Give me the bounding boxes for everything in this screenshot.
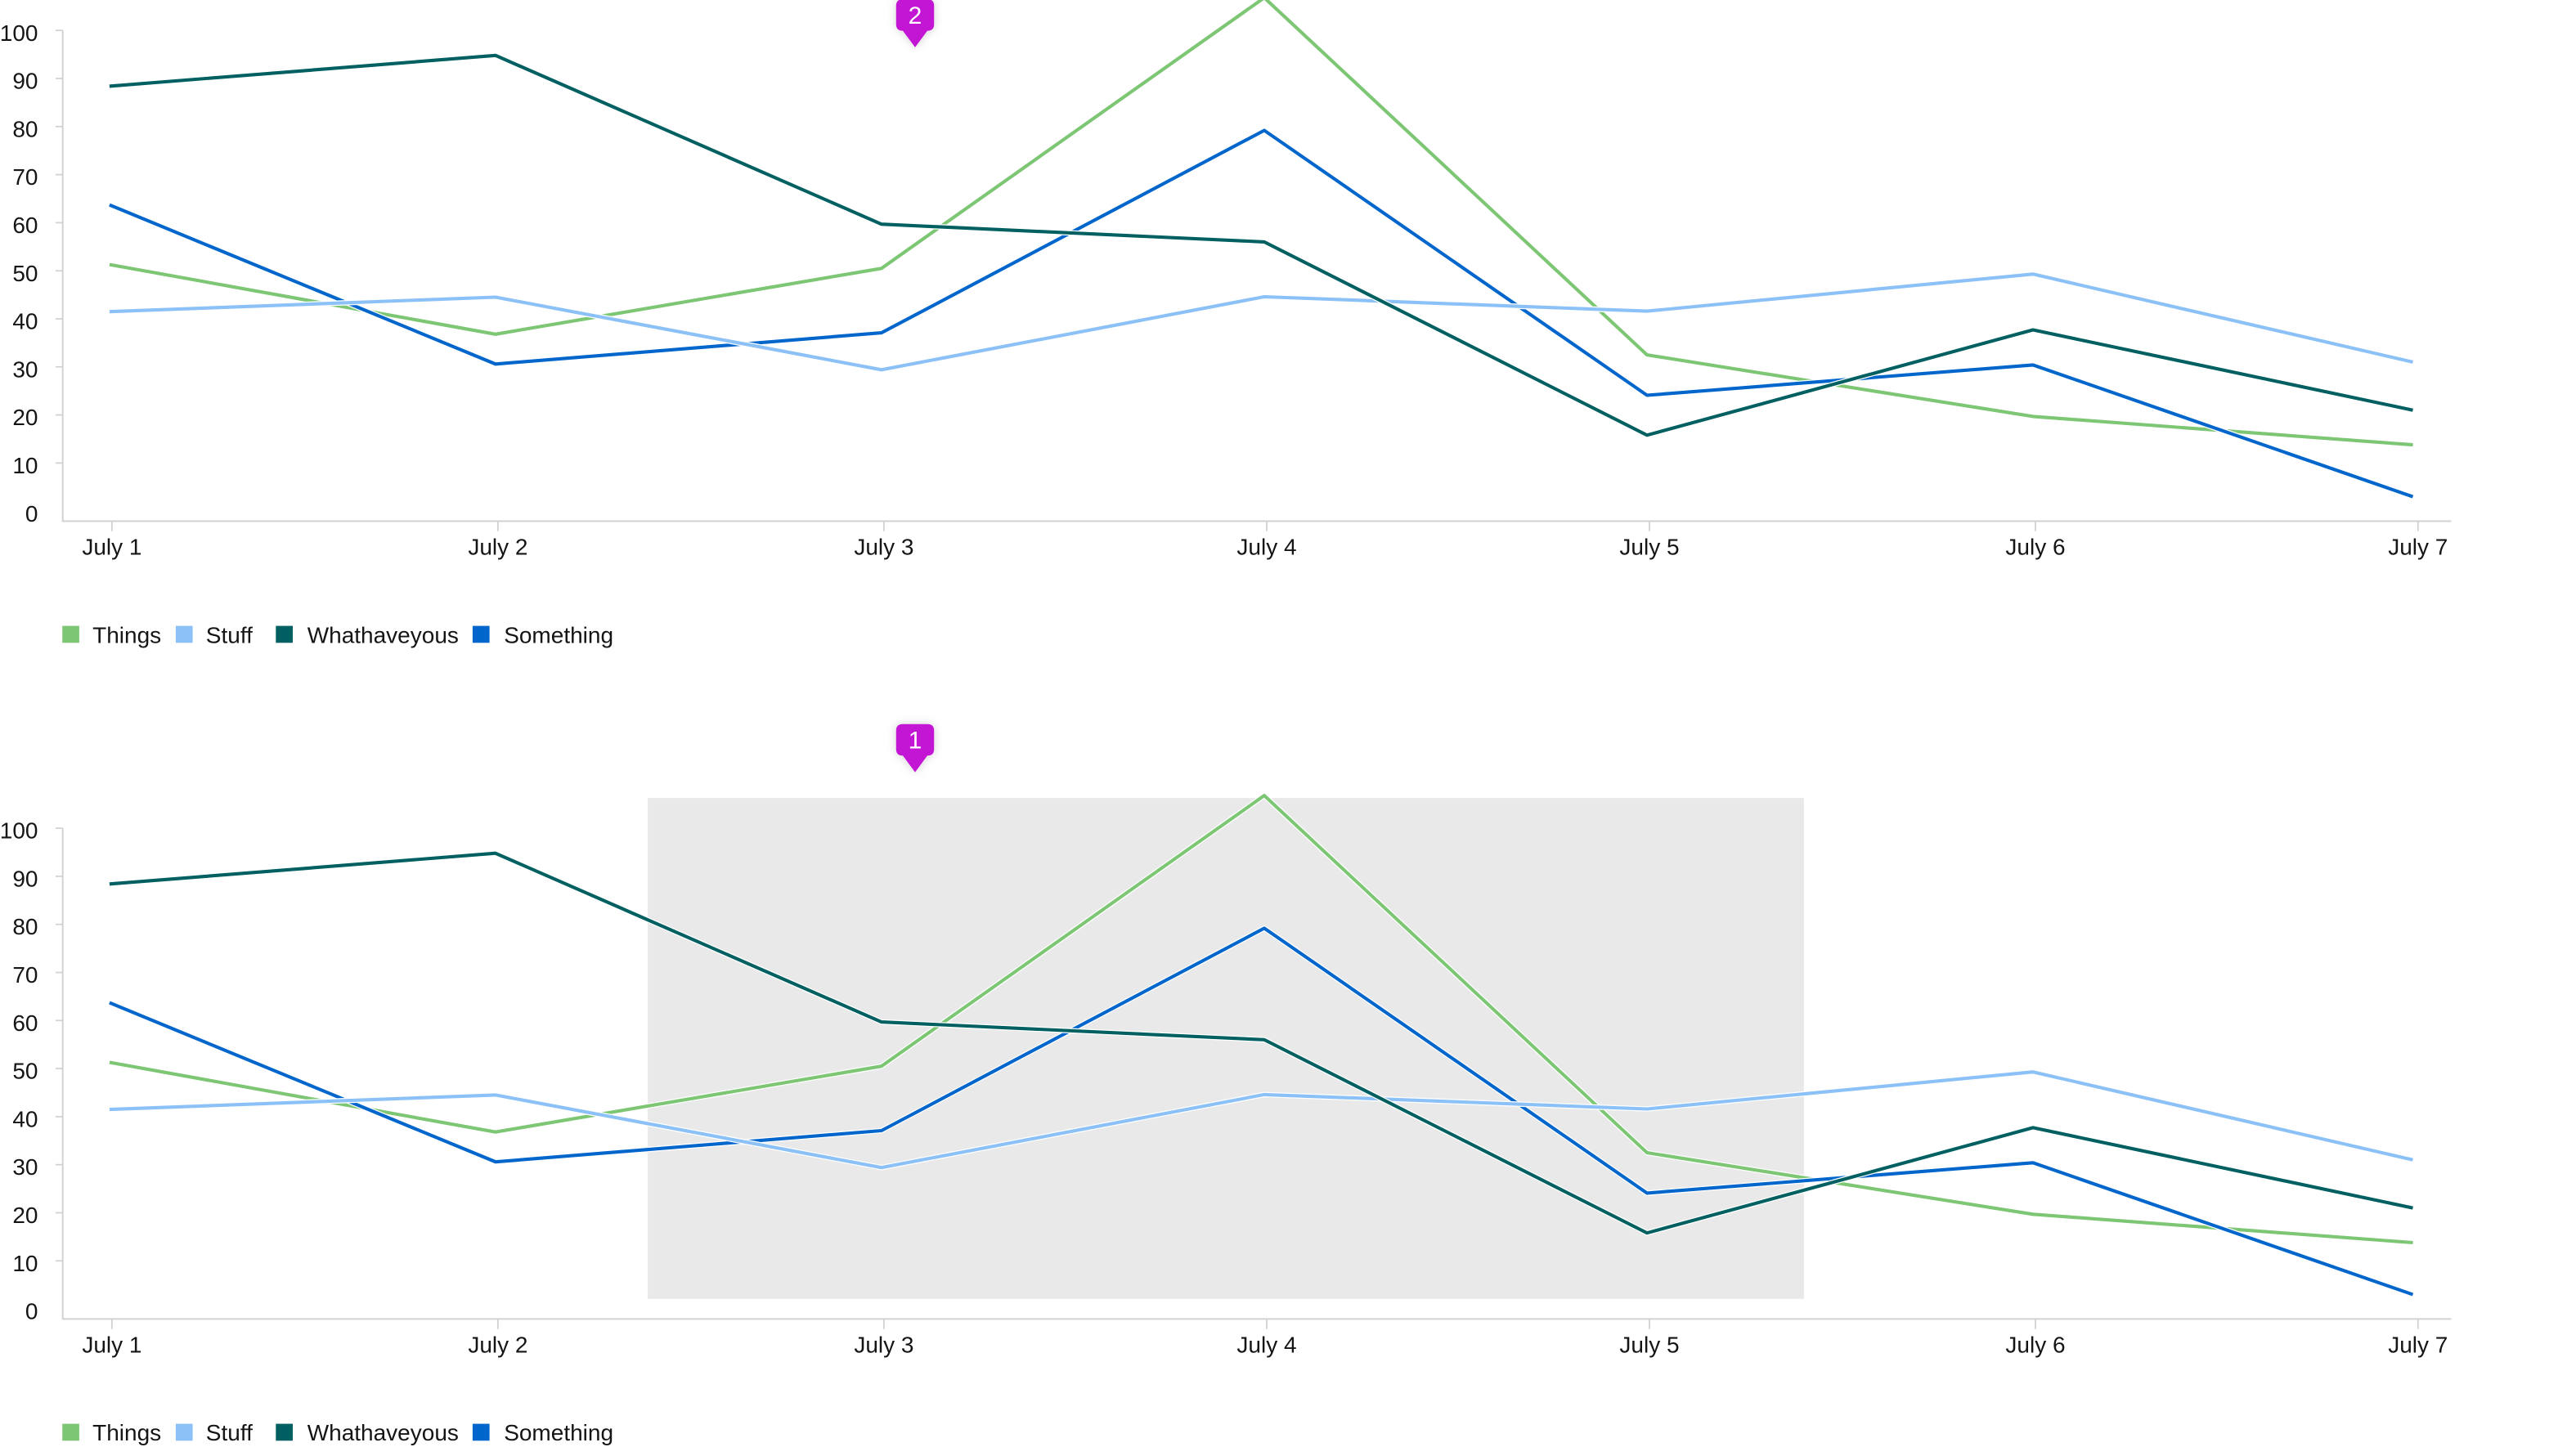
svg-text:90: 90 (12, 866, 38, 891)
svg-text:July 6: July 6 (2005, 534, 2065, 559)
svg-text:40: 40 (12, 1106, 38, 1131)
svg-text:July 1: July 1 (82, 534, 141, 559)
svg-text:July 7: July 7 (2388, 534, 2448, 559)
svg-text:Stuff: Stuff (206, 622, 253, 647)
svg-text:70: 70 (12, 962, 38, 988)
svg-text:50: 50 (12, 261, 38, 286)
svg-text:70: 70 (12, 164, 38, 190)
svg-text:100: 100 (0, 818, 38, 844)
svg-text:60: 60 (12, 1010, 38, 1036)
svg-text:Whathaveyous: Whathaveyous (307, 1420, 459, 1445)
svg-text:Something: Something (504, 622, 613, 647)
svg-text:100: 100 (0, 20, 38, 46)
svg-text:30: 30 (12, 356, 38, 382)
svg-text:July 5: July 5 (1619, 534, 1679, 559)
svg-text:2: 2 (909, 2, 922, 29)
svg-text:40: 40 (12, 309, 38, 334)
svg-text:July 3: July 3 (854, 534, 913, 559)
svg-text:20: 20 (12, 1203, 38, 1228)
svg-text:July 4: July 4 (1236, 1332, 1296, 1357)
svg-text:Whathaveyous: Whathaveyous (307, 622, 459, 647)
svg-text:July 2: July 2 (468, 1332, 527, 1357)
svg-text:30: 30 (12, 1154, 38, 1180)
svg-text:July 5: July 5 (1619, 1332, 1679, 1357)
svg-text:80: 80 (12, 116, 38, 141)
svg-text:July 1: July 1 (82, 1332, 141, 1357)
svg-text:Stuff: Stuff (206, 1420, 253, 1445)
svg-text:July 3: July 3 (854, 1332, 913, 1357)
svg-text:1: 1 (909, 728, 922, 755)
svg-text:July 2: July 2 (468, 534, 527, 559)
svg-text:Things: Things (92, 622, 161, 647)
svg-text:Things: Things (92, 1420, 161, 1445)
svg-text:Something: Something (504, 1420, 613, 1445)
svg-text:20: 20 (12, 405, 38, 430)
svg-text:July 4: July 4 (1236, 534, 1296, 559)
svg-text:July 6: July 6 (2005, 1332, 2065, 1357)
svg-text:0: 0 (25, 1299, 38, 1324)
svg-text:50: 50 (12, 1059, 38, 1084)
svg-text:80: 80 (12, 914, 38, 939)
svg-text:10: 10 (12, 1251, 38, 1276)
svg-text:60: 60 (12, 213, 38, 238)
svg-text:July 7: July 7 (2388, 1332, 2448, 1357)
svg-text:0: 0 (25, 501, 38, 526)
svg-text:90: 90 (12, 69, 38, 94)
svg-text:10: 10 (12, 453, 38, 478)
